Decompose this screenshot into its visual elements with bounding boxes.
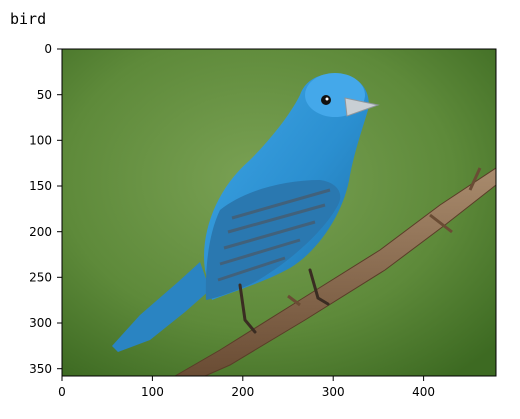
- y-tick-label: 250: [29, 271, 52, 285]
- y-tick-label: 350: [29, 362, 52, 376]
- y-tick-label: 50: [37, 88, 52, 102]
- branch: [174, 167, 496, 376]
- bird-tail: [112, 262, 210, 352]
- bird-photo: [62, 49, 496, 376]
- x-tick-label: 300: [322, 385, 345, 399]
- cell-output-text: bird: [10, 10, 47, 28]
- axes-frame: [61, 48, 497, 377]
- x-axis: 0 100 200 300 400: [58, 376, 435, 399]
- y-tick-label: 100: [29, 134, 52, 148]
- x-tick-label: 100: [141, 385, 164, 399]
- bird-beak: [344, 97, 380, 117]
- y-tick-label: 300: [29, 316, 52, 330]
- x-tick-label: 0: [58, 385, 66, 399]
- y-tick-label: 200: [29, 225, 52, 239]
- bird-legs: [238, 268, 330, 334]
- y-tick-label: 150: [29, 179, 52, 193]
- y-tick-label: 0: [44, 42, 52, 56]
- x-tick-label: 400: [412, 385, 435, 399]
- y-axis: 0 50 100 150 200 250 300 350: [29, 42, 62, 376]
- x-tick-label: 200: [231, 385, 254, 399]
